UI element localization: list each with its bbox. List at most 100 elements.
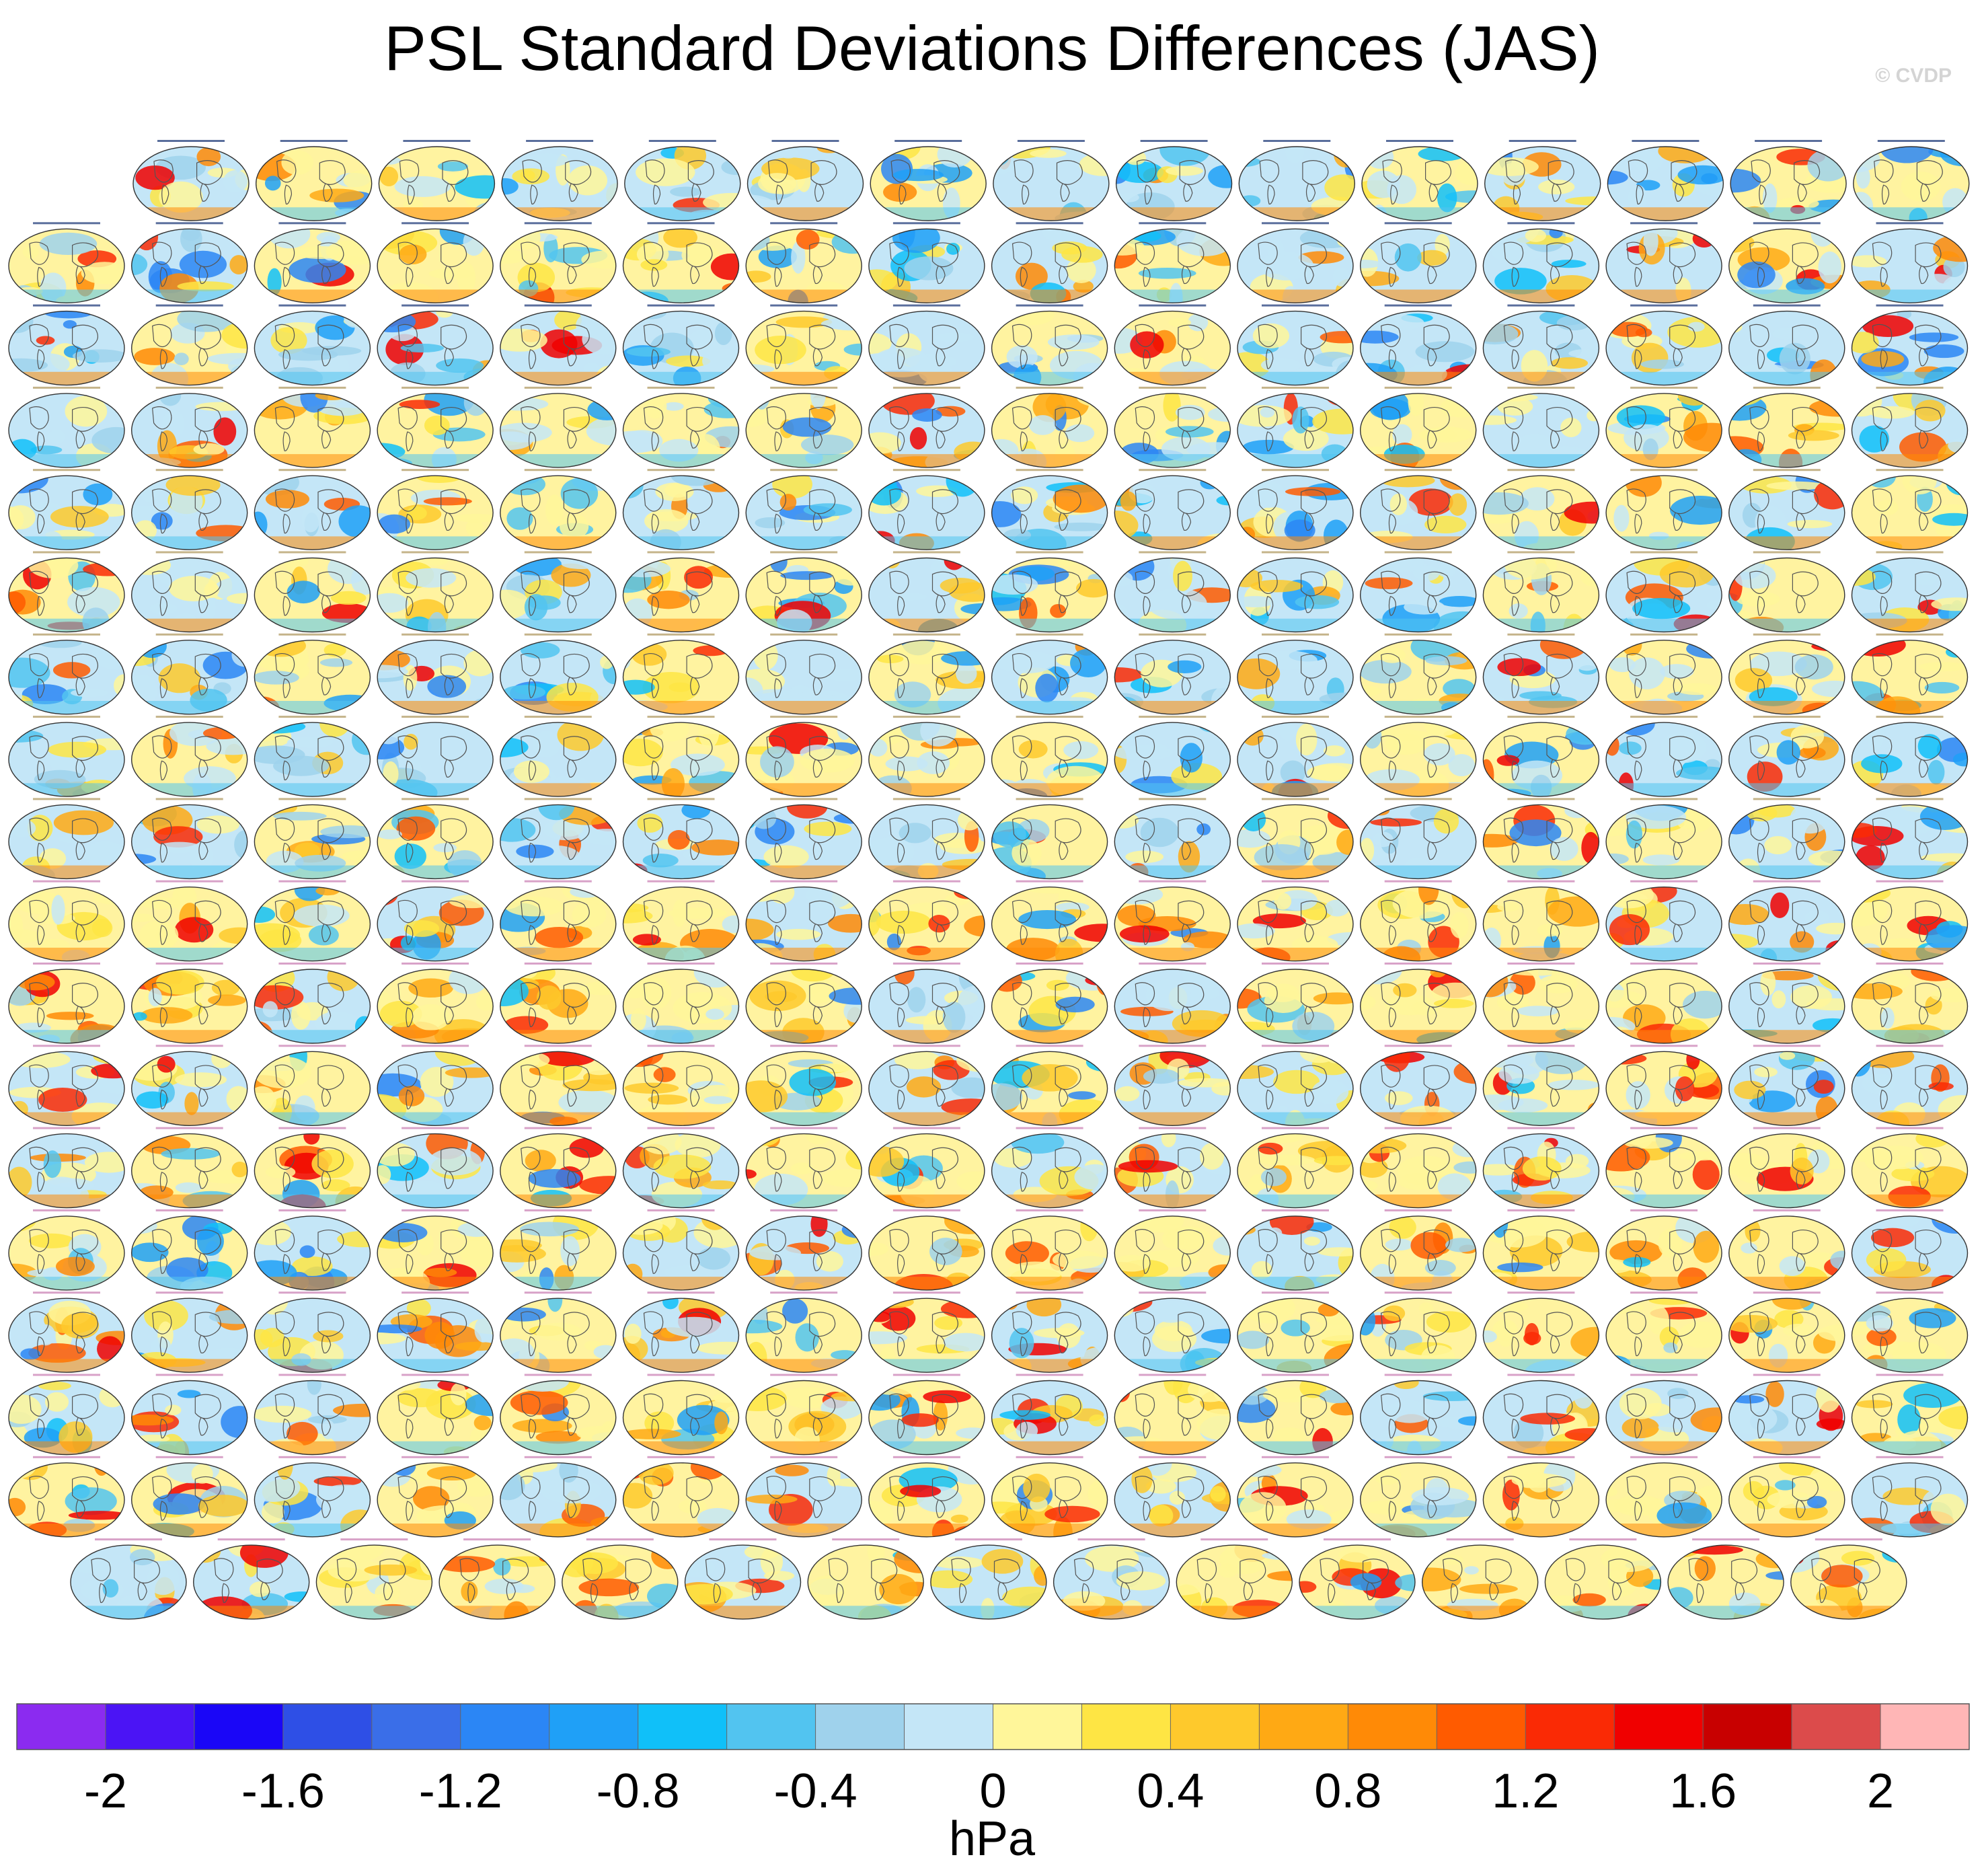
map-panel bbox=[1605, 222, 1722, 303]
map-panel bbox=[131, 386, 248, 468]
map-panel bbox=[500, 1374, 617, 1456]
map-panel bbox=[377, 469, 494, 550]
panel-label bbox=[1139, 551, 1207, 554]
map-panel bbox=[1482, 716, 1600, 797]
map-panel bbox=[1114, 633, 1231, 715]
panel-label bbox=[892, 386, 960, 389]
map-panel bbox=[377, 633, 494, 715]
panel-label bbox=[892, 551, 960, 554]
map-panel bbox=[1114, 1374, 1231, 1456]
panel-label bbox=[770, 469, 838, 472]
map-panel bbox=[8, 1209, 125, 1291]
panel-label bbox=[647, 1456, 715, 1458]
map-panel bbox=[500, 880, 617, 962]
map-panel bbox=[1851, 1374, 1969, 1456]
map-panel bbox=[1359, 880, 1477, 962]
map-panel bbox=[1237, 469, 1354, 550]
map-panel bbox=[8, 304, 125, 386]
panel-label bbox=[647, 1127, 715, 1129]
panel-label bbox=[770, 716, 838, 718]
panel-label bbox=[278, 1045, 346, 1047]
panel-label bbox=[278, 386, 346, 389]
panel-label bbox=[1753, 1291, 1821, 1294]
map-panel bbox=[1851, 1456, 1969, 1538]
panel-label bbox=[892, 304, 960, 307]
map-panel bbox=[745, 222, 862, 303]
panel-label bbox=[1262, 304, 1329, 307]
panel-label bbox=[1139, 1209, 1207, 1211]
map-panel bbox=[254, 1374, 371, 1456]
panel-label bbox=[1753, 222, 1821, 225]
panel-label bbox=[402, 633, 469, 636]
map-panel bbox=[254, 1127, 371, 1209]
map-panel bbox=[500, 386, 617, 468]
colorbar-segment bbox=[638, 1704, 728, 1750]
map-panel bbox=[8, 633, 125, 715]
map-panel bbox=[132, 140, 250, 221]
panel-label bbox=[33, 1127, 100, 1129]
panel-label bbox=[1384, 716, 1452, 718]
map-panel bbox=[1237, 963, 1354, 1044]
map-panel bbox=[868, 386, 985, 468]
map-panel bbox=[500, 469, 617, 550]
map-panel bbox=[1605, 880, 1722, 962]
panel-label bbox=[155, 1127, 223, 1129]
colorbar-segment bbox=[194, 1704, 284, 1750]
map-panel bbox=[254, 963, 371, 1044]
map-panel bbox=[622, 551, 740, 633]
map-panel bbox=[745, 798, 862, 880]
panel-label bbox=[1262, 1209, 1329, 1211]
map-panel bbox=[1607, 140, 1724, 221]
map-panel bbox=[131, 880, 248, 962]
panel-label bbox=[155, 222, 223, 225]
map-panel bbox=[745, 1209, 862, 1291]
panel-label bbox=[1630, 1045, 1698, 1047]
panel-label bbox=[524, 1456, 592, 1458]
panel-label bbox=[33, 633, 100, 636]
panel-label bbox=[1139, 1374, 1207, 1376]
map-panel bbox=[991, 1291, 1108, 1373]
map-panel bbox=[131, 1374, 248, 1456]
panel-label bbox=[648, 140, 716, 142]
map-panel bbox=[377, 716, 494, 797]
map-panel bbox=[1237, 1045, 1354, 1127]
map-panel bbox=[315, 1538, 433, 1620]
panel-label bbox=[1876, 386, 1944, 389]
map-panel bbox=[1728, 633, 1845, 715]
panel-label bbox=[894, 140, 962, 142]
map-panel bbox=[1237, 386, 1354, 468]
map-panel bbox=[1359, 1291, 1477, 1373]
panel-label bbox=[892, 222, 960, 225]
panel-label bbox=[402, 222, 469, 225]
panel-label bbox=[1384, 798, 1452, 800]
map-panel bbox=[1544, 1538, 1662, 1620]
panel-label bbox=[278, 551, 346, 554]
map-panel bbox=[745, 304, 862, 386]
map-panel bbox=[1605, 304, 1722, 386]
panel-label bbox=[33, 880, 100, 883]
map-panel bbox=[1114, 1127, 1231, 1209]
map-panel bbox=[1851, 1127, 1969, 1209]
map-panel bbox=[930, 1538, 1047, 1620]
panel-label bbox=[1016, 1045, 1083, 1047]
panel-label bbox=[892, 880, 960, 883]
panel-label bbox=[155, 716, 223, 718]
map-panel bbox=[1359, 551, 1477, 633]
map-panel bbox=[622, 1456, 740, 1538]
panel-label bbox=[1384, 1209, 1452, 1211]
map-panel bbox=[1482, 1045, 1600, 1127]
panel-label bbox=[1262, 880, 1329, 883]
map-panel bbox=[8, 551, 125, 633]
map-panel bbox=[1605, 386, 1722, 468]
panel-label bbox=[1753, 1127, 1821, 1129]
panel-label bbox=[1507, 551, 1575, 554]
map-panel bbox=[256, 140, 373, 221]
map-panel bbox=[868, 1209, 985, 1291]
panel-label bbox=[402, 1456, 469, 1458]
map-panel bbox=[1482, 963, 1600, 1044]
map-panel bbox=[1605, 963, 1722, 1044]
panel-label bbox=[1630, 304, 1698, 307]
colorbar-segment bbox=[549, 1704, 639, 1750]
map-panel bbox=[1482, 469, 1600, 550]
panel-label bbox=[155, 963, 223, 965]
